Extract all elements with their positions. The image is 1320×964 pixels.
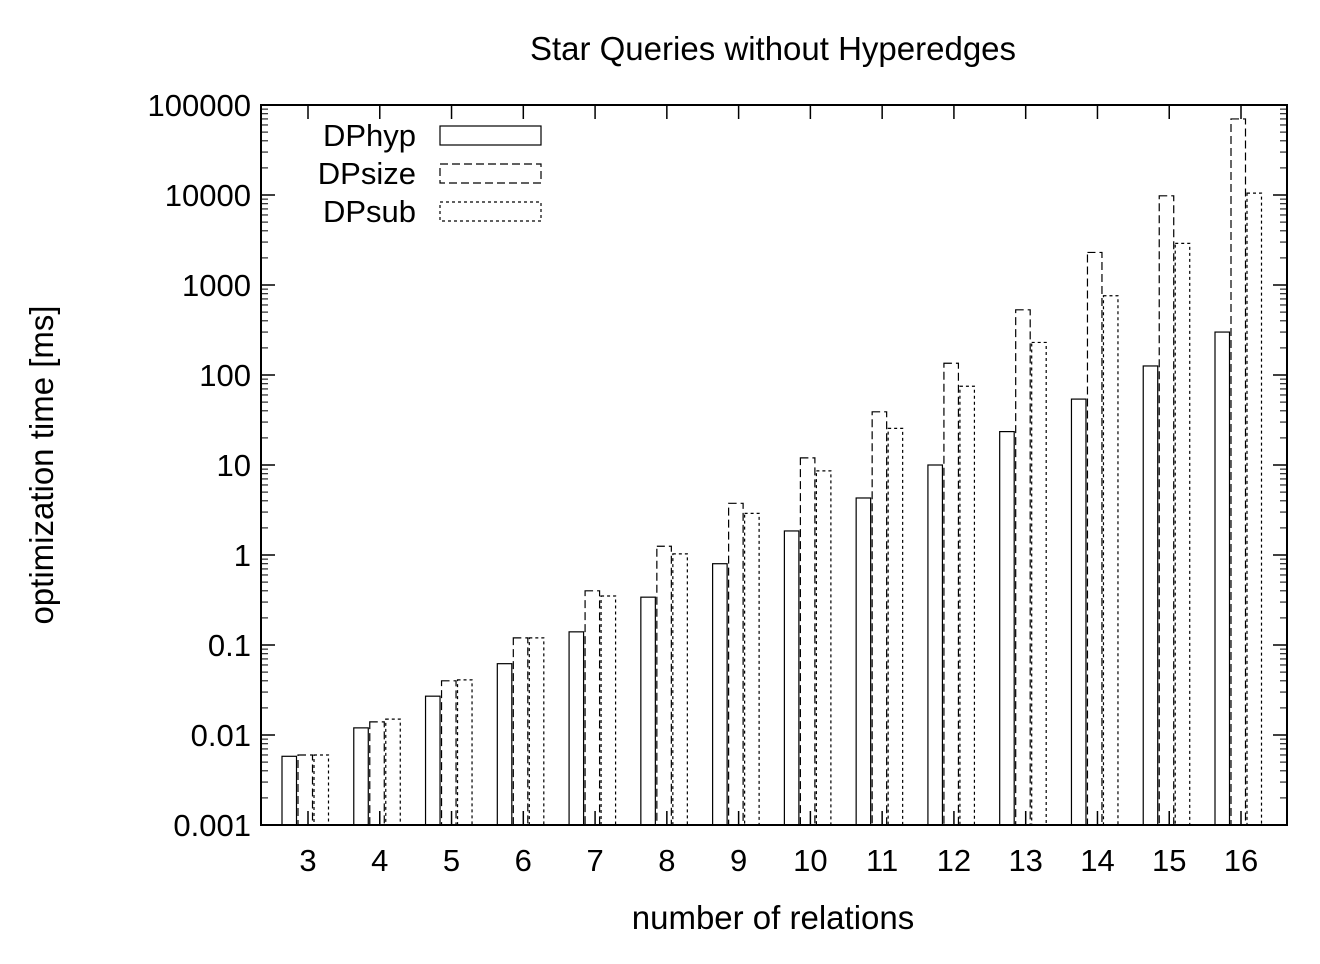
y-tick-label: 0.001 [173,808,251,843]
plot-area: 0.001 0.01 0.1 1 10 100 1000 10000 100000 3 4 5 6 7 8 9… [148,88,1288,878]
bar-dpsize-7 [584,590,601,826]
bar-dphyp-13 [999,431,1015,826]
bar-dpsize-9 [728,502,744,826]
y-tick-label: 0.01 [191,718,251,753]
bar-dpsize-12 [943,362,960,826]
bar-dpsize-5 [440,680,457,826]
x-tick-label: 7 [586,843,603,878]
bar-dpsize-16 [1230,118,1247,826]
bar-dphyp-5 [424,695,441,826]
bar-dpsub-8 [672,553,688,826]
x-axis-label: number of relations [632,899,914,936]
legend-label-dpsub: DPsub [323,194,416,229]
legend-label-dphyp: DPhyp [323,118,416,153]
y-tick-label: 10 [217,448,251,483]
legend: DPhyp DPsize DPsub [318,118,542,229]
bar-dphyp-12 [927,464,944,826]
bar-dpsize-4 [369,721,385,826]
bar-dpsub-16 [1246,192,1263,826]
bar-dpsize-8 [656,545,672,826]
bar-dpsize-15 [1158,195,1175,826]
bar-dpsub-3 [313,754,330,826]
x-tick-label: 11 [866,843,898,878]
bar-dpsub-10 [815,470,832,826]
bar-dphyp-15 [1142,365,1159,826]
bar-dphyp-11 [855,497,872,826]
y-tick-label: 1000 [182,268,251,303]
legend-label-dpsize: DPsize [318,156,416,191]
x-tick-label: 14 [1080,843,1114,878]
bar-dphyp-4 [353,727,369,826]
bar-dpsub-11 [887,427,904,826]
y-tick-label: 1 [234,538,251,573]
bar-dpsub-12 [959,385,976,826]
bar-dphyp-16 [1214,331,1231,826]
x-tick-label: 9 [730,843,747,878]
bar-dpsize-6 [512,637,529,826]
bar-dpsub-7 [600,595,617,826]
bar-dphyp-9 [712,563,728,826]
y-axis-label: optimization time [ms] [23,305,60,624]
chart-title: Star Queries without Hyperedges [530,30,1016,67]
bar-dphyp-14 [1070,398,1087,826]
bar-dpsize-13 [1015,309,1031,826]
bar-dphyp-7 [568,631,585,826]
bar-dpsub-4 [385,718,401,826]
bar-dpsub-15 [1174,242,1191,826]
bar-dpsub-9 [744,512,760,826]
y-tick-label: 10000 [165,178,251,213]
bar-dpsub-5 [456,679,473,826]
bar-dpsize-14 [1086,251,1103,826]
bar-dpsize-3 [297,754,314,826]
legend-swatch-dphyp [439,125,542,146]
x-tick-label: 13 [1008,843,1042,878]
x-tick-label: 4 [371,843,388,878]
x-tick-label: 8 [658,843,675,878]
bar-dpsub-6 [528,637,545,826]
y-tick-label: 100 [199,358,251,393]
x-tick-label: 10 [793,843,827,878]
legend-swatch-dpsub [439,201,542,222]
x-tick-label: 5 [443,843,460,878]
bar-dpsub-13 [1031,341,1047,826]
x-tick-label: 12 [937,843,971,878]
y-tick-label: 100000 [148,88,251,123]
x-tick-label: 15 [1152,843,1186,878]
bar-dphyp-10 [783,530,800,826]
y-tick-label: 0.1 [208,628,251,663]
legend-swatch-dpsize [439,163,542,184]
x-tick-label: 6 [515,843,532,878]
bar-dpsize-10 [799,457,816,826]
x-tick-label: 16 [1224,843,1258,878]
bar-dphyp-3 [281,755,298,826]
bar-dpsub-14 [1102,295,1119,826]
bar-dphyp-8 [640,596,656,826]
bar-dphyp-6 [496,663,513,826]
bar-dpsize-11 [871,411,888,826]
x-tick-label: 3 [299,843,316,878]
